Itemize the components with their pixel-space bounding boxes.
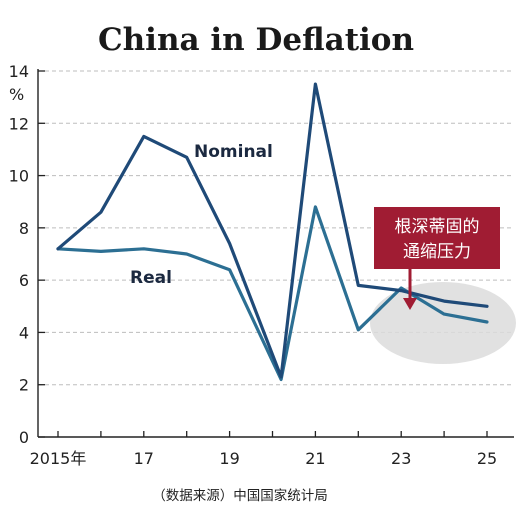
callout-line-1: 根深蒂固的 (395, 217, 480, 237)
x-tick-label: 23 (391, 449, 411, 468)
y-tick-label: 6 (19, 271, 29, 290)
series-label-nominal: Nominal (194, 142, 273, 162)
x-tick-label: 19 (219, 449, 239, 468)
series-line-real (56, 205, 489, 382)
y-tick-label: 2 (19, 376, 29, 395)
y-tick-label: 8 (19, 219, 29, 238)
y-tick-label: 12 (9, 114, 29, 133)
chart-title: China in Deflation (98, 22, 414, 58)
x-tick-label: 25 (477, 449, 497, 468)
y-tick-label: 14 (9, 62, 29, 81)
series-line-nominal (56, 82, 489, 379)
y-axis-unit: % (9, 85, 24, 104)
axes: 0 2 4 6 8 10 12 14 2015年 17 19 21 23 25 (9, 62, 514, 468)
series-lines (56, 82, 489, 382)
y-tick-label: 0 (19, 428, 29, 447)
highlight-ellipse (370, 282, 516, 364)
source-note: （数据来源）中国国家统计局 (152, 487, 328, 504)
x-tick-label: 17 (134, 449, 154, 468)
x-tick-label: 2015年 (30, 449, 87, 468)
series-label-real: Real (130, 268, 172, 288)
y-tick-label: 10 (9, 167, 29, 186)
grid (38, 70, 514, 386)
y-tick-label: 4 (19, 323, 29, 342)
callout-line-2: 通缩压力 (403, 242, 471, 262)
x-tick-label: 21 (305, 449, 325, 468)
callout-box (374, 207, 500, 269)
callout: 根深蒂固的 通缩压力 (374, 207, 500, 310)
